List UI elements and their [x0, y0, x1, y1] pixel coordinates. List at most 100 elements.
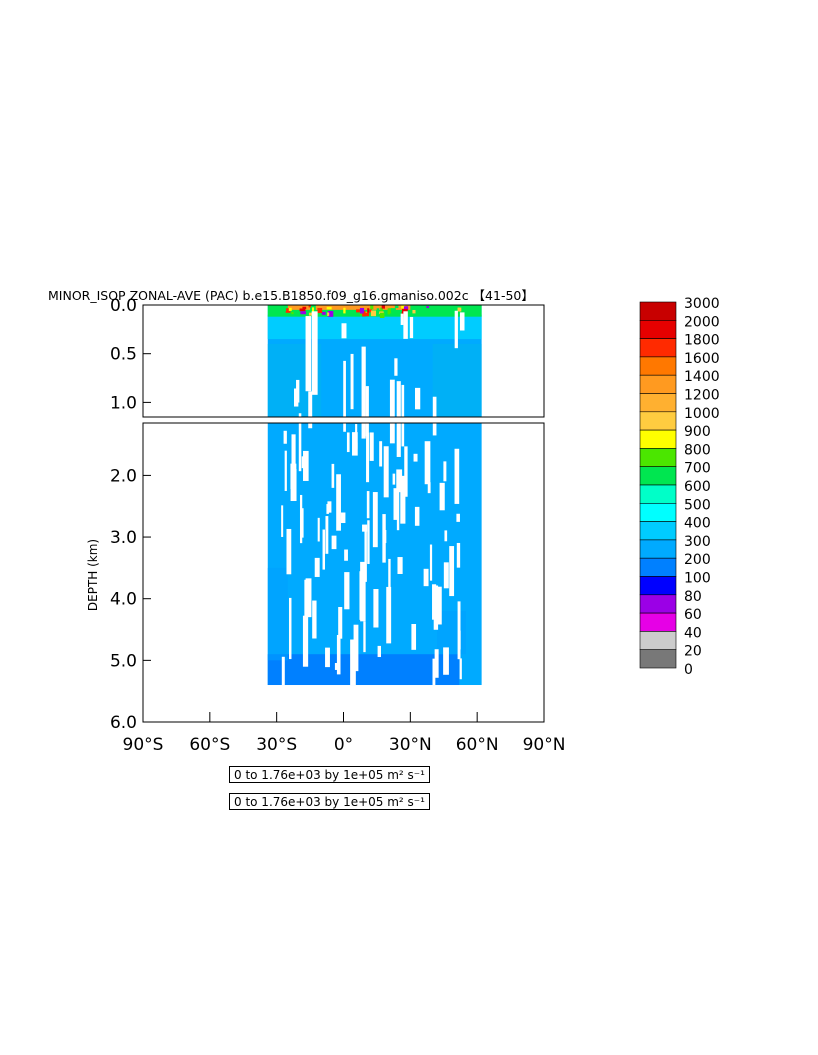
- colorbar-level-label: 3000: [684, 296, 720, 312]
- no-data-streak: [396, 477, 400, 531]
- no-data-streak: [350, 639, 356, 686]
- no-data-streak: [283, 430, 287, 444]
- surface-speck: [401, 305, 406, 309]
- no-data-streak: [304, 579, 307, 634]
- no-data-streak: [456, 542, 461, 568]
- colorbar-swatch: [639, 539, 677, 559]
- colorbar-level-label: 500: [684, 497, 711, 513]
- no-data-streak: [377, 645, 382, 658]
- colorbar-swatch: [639, 594, 677, 614]
- no-data-streak: [401, 423, 405, 447]
- colorbar-level-label: 40: [684, 625, 702, 641]
- surface-speck: [343, 307, 346, 314]
- colorbar-level-label: 1200: [684, 388, 720, 404]
- no-data-streak: [392, 473, 396, 485]
- no-data-streak: [454, 448, 460, 504]
- no-data-streak: [343, 423, 346, 432]
- surface-speck: [412, 309, 416, 314]
- surface-speck: [308, 305, 311, 308]
- no-data-streak: [352, 432, 358, 456]
- no-data-streak: [372, 492, 378, 548]
- no-data-streak: [389, 423, 395, 444]
- colorbar-level-label: 300: [684, 534, 711, 550]
- colorbar-swatch: [639, 356, 677, 376]
- colorbar-swatch: [639, 393, 677, 413]
- colorbar-swatch: [639, 374, 677, 394]
- no-data-streak: [305, 578, 312, 618]
- no-data-streak: [298, 413, 302, 417]
- contour-info-box-1: 0 to 1.76e+03 by 1e+05 m² s⁻¹: [229, 766, 430, 783]
- x-tick-label: 30°N: [389, 735, 432, 755]
- no-data-streak: [361, 346, 366, 417]
- no-data-streak: [423, 568, 429, 587]
- no-data-streak: [336, 474, 341, 531]
- no-data-streak: [344, 549, 348, 561]
- surface-speck: [367, 308, 370, 314]
- no-data-streak: [389, 379, 395, 417]
- y-axis-label: DEPTH (km): [86, 539, 100, 611]
- no-data-streak: [434, 649, 439, 678]
- no-data-streak: [362, 524, 368, 532]
- no-data-streak: [312, 600, 317, 639]
- no-data-streak: [373, 589, 379, 628]
- no-data-streak: [281, 656, 285, 686]
- upper-panel-frame: [142, 304, 545, 418]
- x-tick-label: 0°: [334, 735, 353, 755]
- no-data-streak: [338, 607, 343, 639]
- y-tick-label: 4.0: [110, 590, 137, 610]
- colorbar-swatch: [639, 338, 677, 358]
- no-data-streak: [308, 391, 313, 417]
- surface-speck: [394, 305, 399, 309]
- no-data-streak: [383, 446, 389, 498]
- shade-band: [437, 611, 467, 655]
- surface-speck: [288, 307, 292, 311]
- no-data-streak: [290, 463, 297, 490]
- colorbar-swatch: [639, 301, 677, 321]
- no-data-streak: [366, 432, 370, 483]
- no-data-streak: [302, 615, 309, 667]
- chart-title: MINOR_ISOP ZONAL-AVE (PAC) b.e15.B1850.f…: [48, 288, 534, 303]
- no-data-streak: [331, 535, 337, 550]
- colorbar: 3000200018001600140012001000900800700600…: [639, 296, 720, 678]
- no-data-streak: [343, 360, 346, 417]
- no-data-streak: [404, 446, 408, 497]
- no-data-streak: [433, 585, 439, 630]
- no-data-streak: [436, 586, 442, 625]
- no-data-streak: [427, 482, 431, 494]
- no-data-streak: [291, 434, 296, 469]
- colorbar-level-label: 0: [684, 662, 693, 678]
- no-data-streak: [360, 561, 366, 622]
- surface-speck: [381, 305, 385, 309]
- surface-speck: [370, 310, 377, 317]
- no-data-streak: [414, 506, 420, 526]
- no-data-streak: [325, 516, 329, 554]
- no-data-streak: [388, 558, 391, 593]
- no-data-streak: [394, 358, 398, 376]
- no-data-streak: [299, 494, 303, 544]
- colorbar-level-label: 20: [684, 644, 702, 660]
- surface-speck: [285, 308, 291, 313]
- surface-speck: [326, 306, 332, 310]
- surface-speck: [359, 307, 365, 314]
- surface-speck: [327, 312, 330, 316]
- surface-speck: [299, 308, 306, 312]
- colorbar-level-label: 100: [684, 571, 711, 587]
- region-surface-1000-1600-upper: [287, 305, 411, 310]
- colorbar-swatch: [639, 631, 677, 651]
- no-data-streak: [350, 353, 354, 410]
- no-data-streak: [298, 423, 302, 472]
- no-data-streak: [341, 512, 346, 524]
- no-data-streak: [393, 488, 399, 520]
- surface-speck: [308, 312, 313, 316]
- colorbar-swatch: [639, 612, 677, 632]
- no-data-streak: [336, 634, 341, 675]
- axes-layer: 0.0 0.5 1.0 2.0 3.0 4.0 5.0 6.090°S 60°S 30°S 0° 30…: [110, 296, 565, 755]
- colorbar-swatch: [639, 429, 677, 449]
- x-tick-label: 60°N: [456, 735, 499, 755]
- no-data-streak: [411, 623, 417, 650]
- surface-speck: [426, 306, 430, 309]
- no-data-streak: [308, 423, 313, 429]
- surface-speck: [302, 306, 307, 310]
- no-data-streak: [367, 520, 370, 564]
